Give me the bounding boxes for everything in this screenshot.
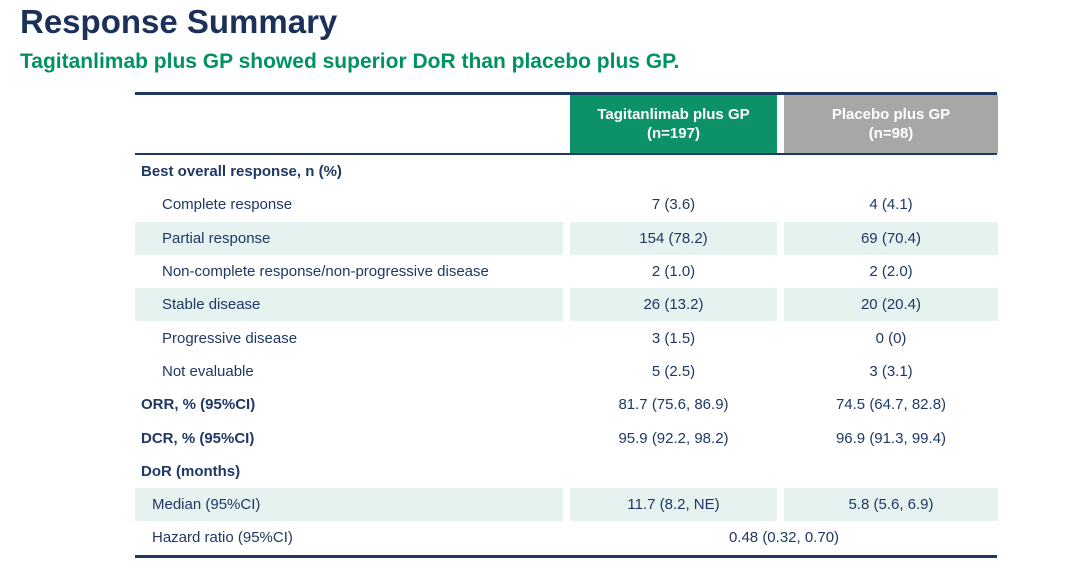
header-placebo-line2: (n=98) — [868, 125, 914, 142]
page-subtitle: Tagitanlimab plus GP showed superior DoR… — [20, 50, 680, 73]
row-label: Hazard ratio (95%CI) — [152, 529, 293, 547]
value-cell: 2 (2.0) — [869, 263, 913, 281]
row-label: Complete response — [162, 196, 293, 214]
header-empty-cell — [135, 95, 563, 153]
row-label: Progressive disease — [162, 329, 298, 347]
row-label: Partial response — [135, 221, 563, 255]
table-row-dcr: DCR, % (95%CI) 95.9 (92.2, 98.2) 96.9 (9… — [135, 421, 997, 454]
header-tagitanlimab-cell: Tagitanlimab plus GP (n=197) — [570, 95, 777, 153]
value-cell — [570, 455, 777, 488]
table-header-row: Tagitanlimab plus GP (n=197) Placebo plu… — [135, 95, 998, 155]
table-row-orr: ORR, % (95%CI) 81.7 (75.6, 86.9) 74.5 (6… — [135, 388, 997, 421]
table-row-partial-response: Partial response 154 (78.2) 69 (70.4) — [135, 221, 998, 255]
value-cell — [570, 155, 777, 188]
row-label: Median (95%CI) — [135, 487, 563, 522]
table-row-best-overall-response: Best overall response, n (%) — [135, 155, 997, 188]
value-cell: 5.8 (5.6, 6.9) — [784, 487, 998, 522]
value-cell: 26 (13.2) — [570, 288, 777, 322]
table-row-complete-response: Complete response 7 (3.6) 4 (4.1) — [135, 188, 997, 221]
value-cell-spanning: 0.48 (0.32, 0.70) — [728, 529, 840, 547]
value-cell: 4 (4.1) — [869, 196, 913, 214]
table-row-non-complete-response: Non-complete response/non-progressive di… — [135, 255, 997, 288]
row-label: Stable disease — [135, 288, 563, 322]
row-label: DCR, % (95%CI) — [141, 429, 255, 447]
value-cell: 0 (0) — [875, 329, 907, 347]
value-cell: 3 (3.1) — [869, 362, 913, 380]
header-tagitanlimab-line1: Tagitanlimab plus GP — [597, 105, 750, 123]
row-label: Best overall response, n (%) — [141, 163, 342, 181]
value-cell: 95.9 (92.2, 98.2) — [618, 429, 729, 447]
header-placebo-cell: Placebo plus GP (n=98) — [784, 95, 998, 153]
table-row-hazard-ratio: Hazard ratio (95%CI) 0.48 (0.32, 0.70) — [135, 521, 997, 554]
row-label: Non-complete response/non-progressive di… — [162, 263, 489, 281]
value-cell: 11.7 (8.2, NE) — [570, 487, 777, 522]
value-cell: 7 (3.6) — [651, 196, 696, 214]
value-cell: 74.5 (64.7, 82.8) — [835, 396, 947, 414]
value-cell: 5 (2.5) — [651, 362, 696, 380]
value-cell — [784, 455, 998, 488]
row-label: DoR (months) — [141, 462, 241, 480]
header-placebo-line1: Placebo plus GP — [831, 105, 951, 123]
value-cell — [784, 155, 998, 188]
header-tagitanlimab-line2: (n=197) — [647, 125, 700, 142]
table-row-dor: DoR (months) — [135, 455, 997, 488]
response-summary-table: Tagitanlimab plus GP (n=197) Placebo plu… — [135, 92, 998, 558]
value-cell: 69 (70.4) — [784, 221, 998, 255]
value-cell: 3 (1.5) — [651, 329, 696, 347]
value-cell: 20 (20.4) — [784, 288, 998, 322]
value-cell: 81.7 (75.6, 86.9) — [618, 396, 729, 414]
value-cell: 2 (1.0) — [651, 263, 696, 281]
table-row-not-evaluable: Not evaluable 5 (2.5) 3 (3.1) — [135, 355, 997, 388]
table-row-stable-disease: Stable disease 26 (13.2) 20 (20.4) — [135, 288, 998, 322]
table-row-median: Median (95%CI) 11.7 (8.2, NE) 5.8 (5.6, … — [135, 487, 998, 522]
row-label: ORR, % (95%CI) — [141, 396, 256, 414]
page-title: Response Summary — [20, 3, 338, 40]
row-label: Not evaluable — [162, 362, 254, 380]
table-row-progressive-disease: Progressive disease 3 (1.5) 0 (0) — [135, 321, 997, 354]
value-cell: 96.9 (91.3, 99.4) — [835, 429, 947, 447]
value-cell: 154 (78.2) — [570, 221, 777, 255]
